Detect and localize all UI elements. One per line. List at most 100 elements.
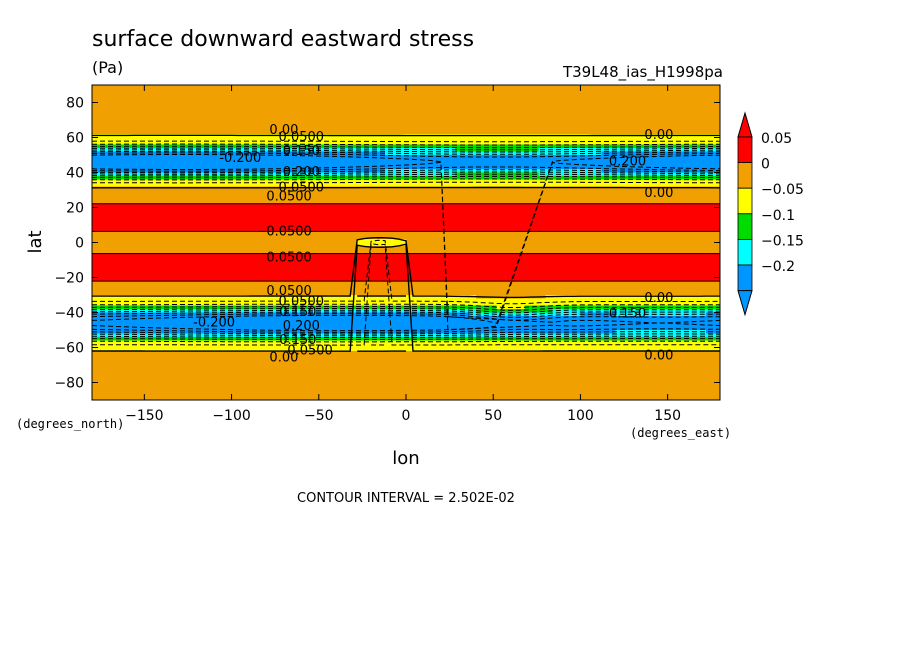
contour-cell — [273, 256, 281, 261]
contour-cell — [433, 270, 442, 275]
contour-cell — [615, 120, 623, 125]
contour-cell — [336, 85, 344, 90]
contour-cell — [643, 148, 651, 153]
contour-cell — [440, 200, 449, 205]
contour-cell — [699, 113, 707, 118]
contour-cell — [105, 186, 114, 191]
contour-cell — [461, 186, 470, 191]
contour-cell — [350, 221, 358, 226]
contour-cell — [406, 214, 414, 219]
contour-cell — [447, 204, 456, 209]
contour-cell — [231, 162, 240, 167]
contour-cell — [629, 263, 637, 268]
contour-cell — [210, 109, 219, 114]
contour-cell — [573, 246, 582, 251]
contour-cell — [454, 228, 463, 233]
contour-cell — [475, 151, 484, 156]
contour-cell — [426, 109, 435, 114]
contour-cell — [524, 151, 533, 156]
contour-cell — [126, 169, 135, 174]
contour-cell — [713, 120, 720, 125]
contour-cell — [189, 218, 198, 223]
contour-cell — [538, 200, 547, 205]
contour-cell — [92, 172, 100, 177]
contour-cell — [699, 267, 707, 272]
contour-cell — [399, 270, 407, 275]
contour-cell — [210, 102, 219, 107]
contour-cell — [482, 137, 491, 142]
contour-cell — [399, 155, 407, 160]
contour-cell — [524, 190, 533, 195]
contour-cell — [412, 186, 421, 191]
contour-cell — [419, 197, 428, 202]
contour-cell — [119, 148, 128, 153]
contour-cell — [538, 256, 547, 261]
contour-cell — [678, 102, 686, 107]
contour-cell — [664, 99, 672, 104]
contour-cell — [175, 200, 184, 205]
contour-cell — [559, 232, 568, 237]
contour-cell — [622, 85, 630, 90]
contour-cell — [615, 169, 623, 174]
contour-cell — [545, 85, 554, 90]
contour-cell — [629, 214, 637, 219]
contour-cell — [587, 235, 595, 240]
contour-cell — [587, 113, 595, 118]
contour-cell — [280, 214, 288, 219]
contour-cell — [336, 221, 344, 226]
contour-cell — [664, 263, 672, 268]
contour-cell — [133, 127, 142, 132]
contour-cell — [440, 179, 449, 184]
contour-cell — [573, 183, 582, 188]
contour-cell — [147, 151, 156, 156]
contour-cell — [224, 162, 233, 167]
contour-cell — [154, 109, 163, 114]
contour-cell — [468, 85, 477, 90]
contour-cell — [657, 193, 665, 198]
contour-cell — [594, 144, 602, 149]
contour-cell — [315, 260, 323, 265]
contour-cell — [322, 211, 330, 216]
contour-cell — [496, 221, 505, 226]
contour-cell — [685, 106, 693, 111]
contour-cell — [545, 200, 554, 205]
contour-cell — [371, 88, 379, 93]
contour-cell — [231, 123, 240, 128]
contour-cell — [447, 162, 456, 167]
contour-cell — [231, 165, 240, 170]
contour-cell — [364, 218, 372, 223]
contour-cell — [119, 260, 128, 265]
contour-cell — [98, 92, 107, 97]
contour-cell — [559, 148, 568, 153]
contour-cell — [154, 197, 163, 202]
contour-cell — [252, 190, 261, 195]
contour-cell — [636, 263, 644, 268]
contour-cell — [210, 158, 219, 163]
contour-cell — [224, 193, 233, 198]
contour-cell — [692, 267, 700, 272]
contour-cell — [112, 109, 121, 114]
contour-cell — [280, 263, 288, 268]
contour-cell — [280, 277, 288, 282]
contour-cell — [699, 228, 707, 233]
contour-cell — [559, 130, 568, 135]
contour-cell — [587, 109, 595, 114]
contour-cell — [301, 235, 309, 240]
contour-cell — [217, 239, 226, 244]
contour-cell — [412, 270, 421, 275]
contour-cell — [657, 207, 665, 212]
contour-cell — [664, 214, 672, 219]
contour-cell — [629, 137, 637, 142]
contour-cell — [482, 102, 491, 107]
contour-cell — [412, 225, 421, 230]
contour-cell — [126, 239, 135, 244]
contour-cell — [517, 155, 526, 160]
contour-cell — [573, 99, 582, 104]
contour-cell — [126, 183, 135, 188]
contour-cell — [168, 120, 177, 125]
contour-cell — [385, 148, 393, 153]
contour-cell — [440, 151, 449, 156]
contour-cell — [210, 207, 219, 212]
contour-cell — [643, 204, 651, 209]
contour-cell — [371, 190, 379, 195]
